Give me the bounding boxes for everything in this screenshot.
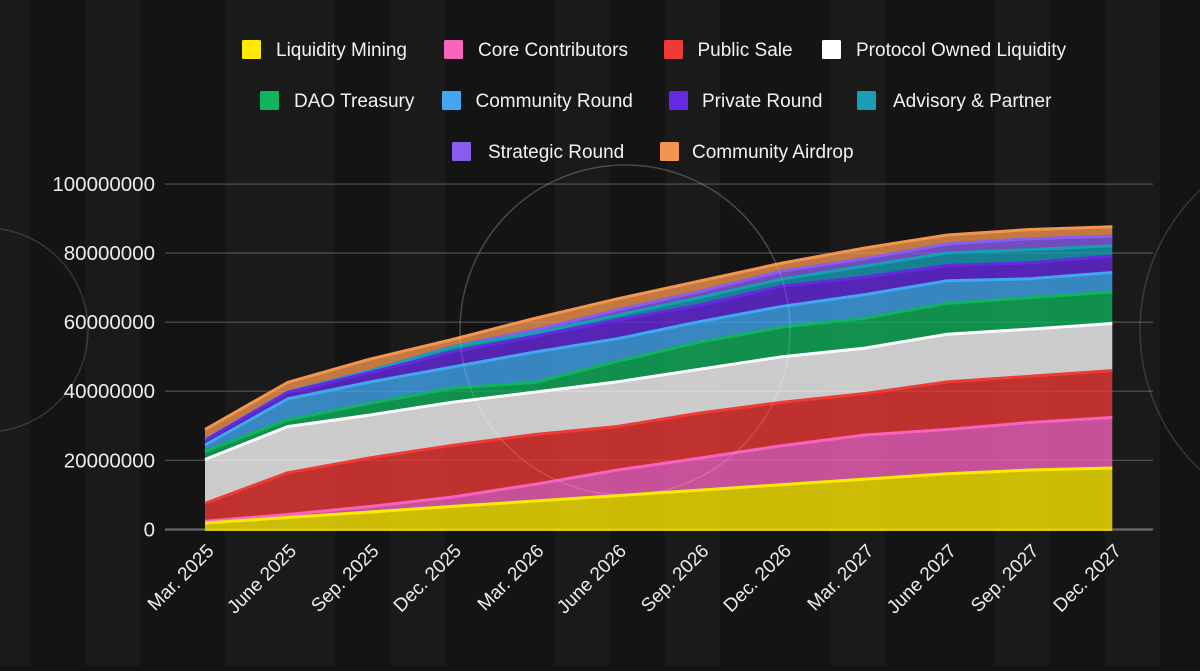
svg-text:Community Airdrop: Community Airdrop <box>692 142 854 163</box>
svg-text:Liquidity Mining: Liquidity Mining <box>276 40 407 61</box>
svg-text:20000000: 20000000 <box>64 449 155 472</box>
svg-text:Advisory & Partner: Advisory & Partner <box>893 91 1052 112</box>
svg-text:Strategic Round: Strategic Round <box>488 142 624 163</box>
svg-text:DAO Treasury: DAO Treasury <box>294 91 415 112</box>
svg-text:40000000: 40000000 <box>64 380 155 403</box>
svg-text:Public Sale: Public Sale <box>698 40 793 61</box>
svg-text:60000000: 60000000 <box>64 311 155 334</box>
svg-text:Community Round: Community Round <box>476 91 633 112</box>
svg-text:100000000: 100000000 <box>52 173 155 196</box>
svg-text:0: 0 <box>144 518 155 541</box>
svg-text:Private Round: Private Round <box>702 91 822 112</box>
svg-text:Protocol Owned Liquidity: Protocol Owned Liquidity <box>856 40 1067 61</box>
svg-text:80000000: 80000000 <box>64 242 155 265</box>
svg-text:Core Contributors: Core Contributors <box>478 40 628 61</box>
